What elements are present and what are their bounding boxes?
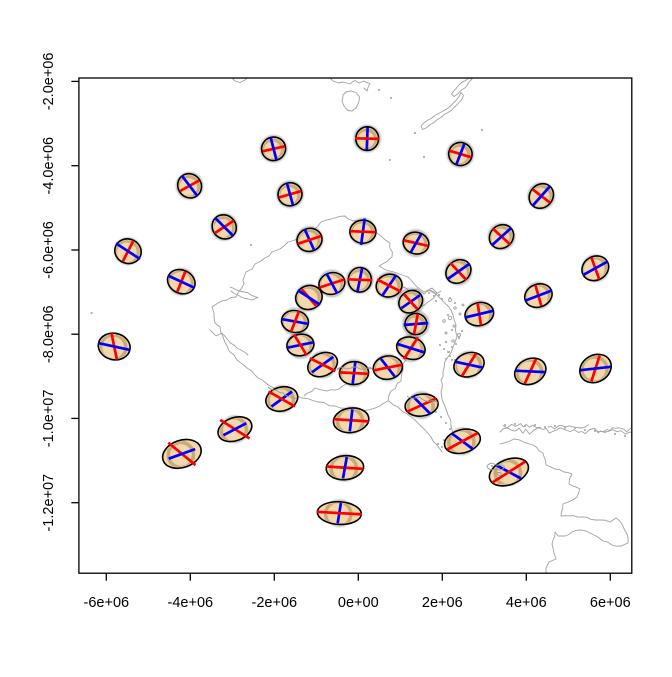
svg-text:-4.0e+06: -4.0e+06 (41, 137, 57, 195)
svg-text:-6.0e+06: -6.0e+06 (41, 221, 57, 279)
svg-text:-6e+06: -6e+06 (84, 595, 130, 611)
svg-text:-8.0e+06: -8.0e+06 (41, 305, 57, 363)
svg-text:2e+06: 2e+06 (422, 595, 463, 611)
svg-text:-1.0e+07: -1.0e+07 (41, 390, 57, 448)
svg-text:-1.2e+07: -1.2e+07 (41, 474, 57, 532)
svg-text:0e+00: 0e+00 (338, 595, 379, 611)
svg-text:-2.0e+06: -2.0e+06 (41, 53, 57, 111)
svg-text:6e+06: 6e+06 (590, 595, 631, 611)
svg-text:-2e+06: -2e+06 (252, 595, 298, 611)
svg-text:4e+06: 4e+06 (506, 595, 547, 611)
svg-text:-4e+06: -4e+06 (168, 595, 214, 611)
